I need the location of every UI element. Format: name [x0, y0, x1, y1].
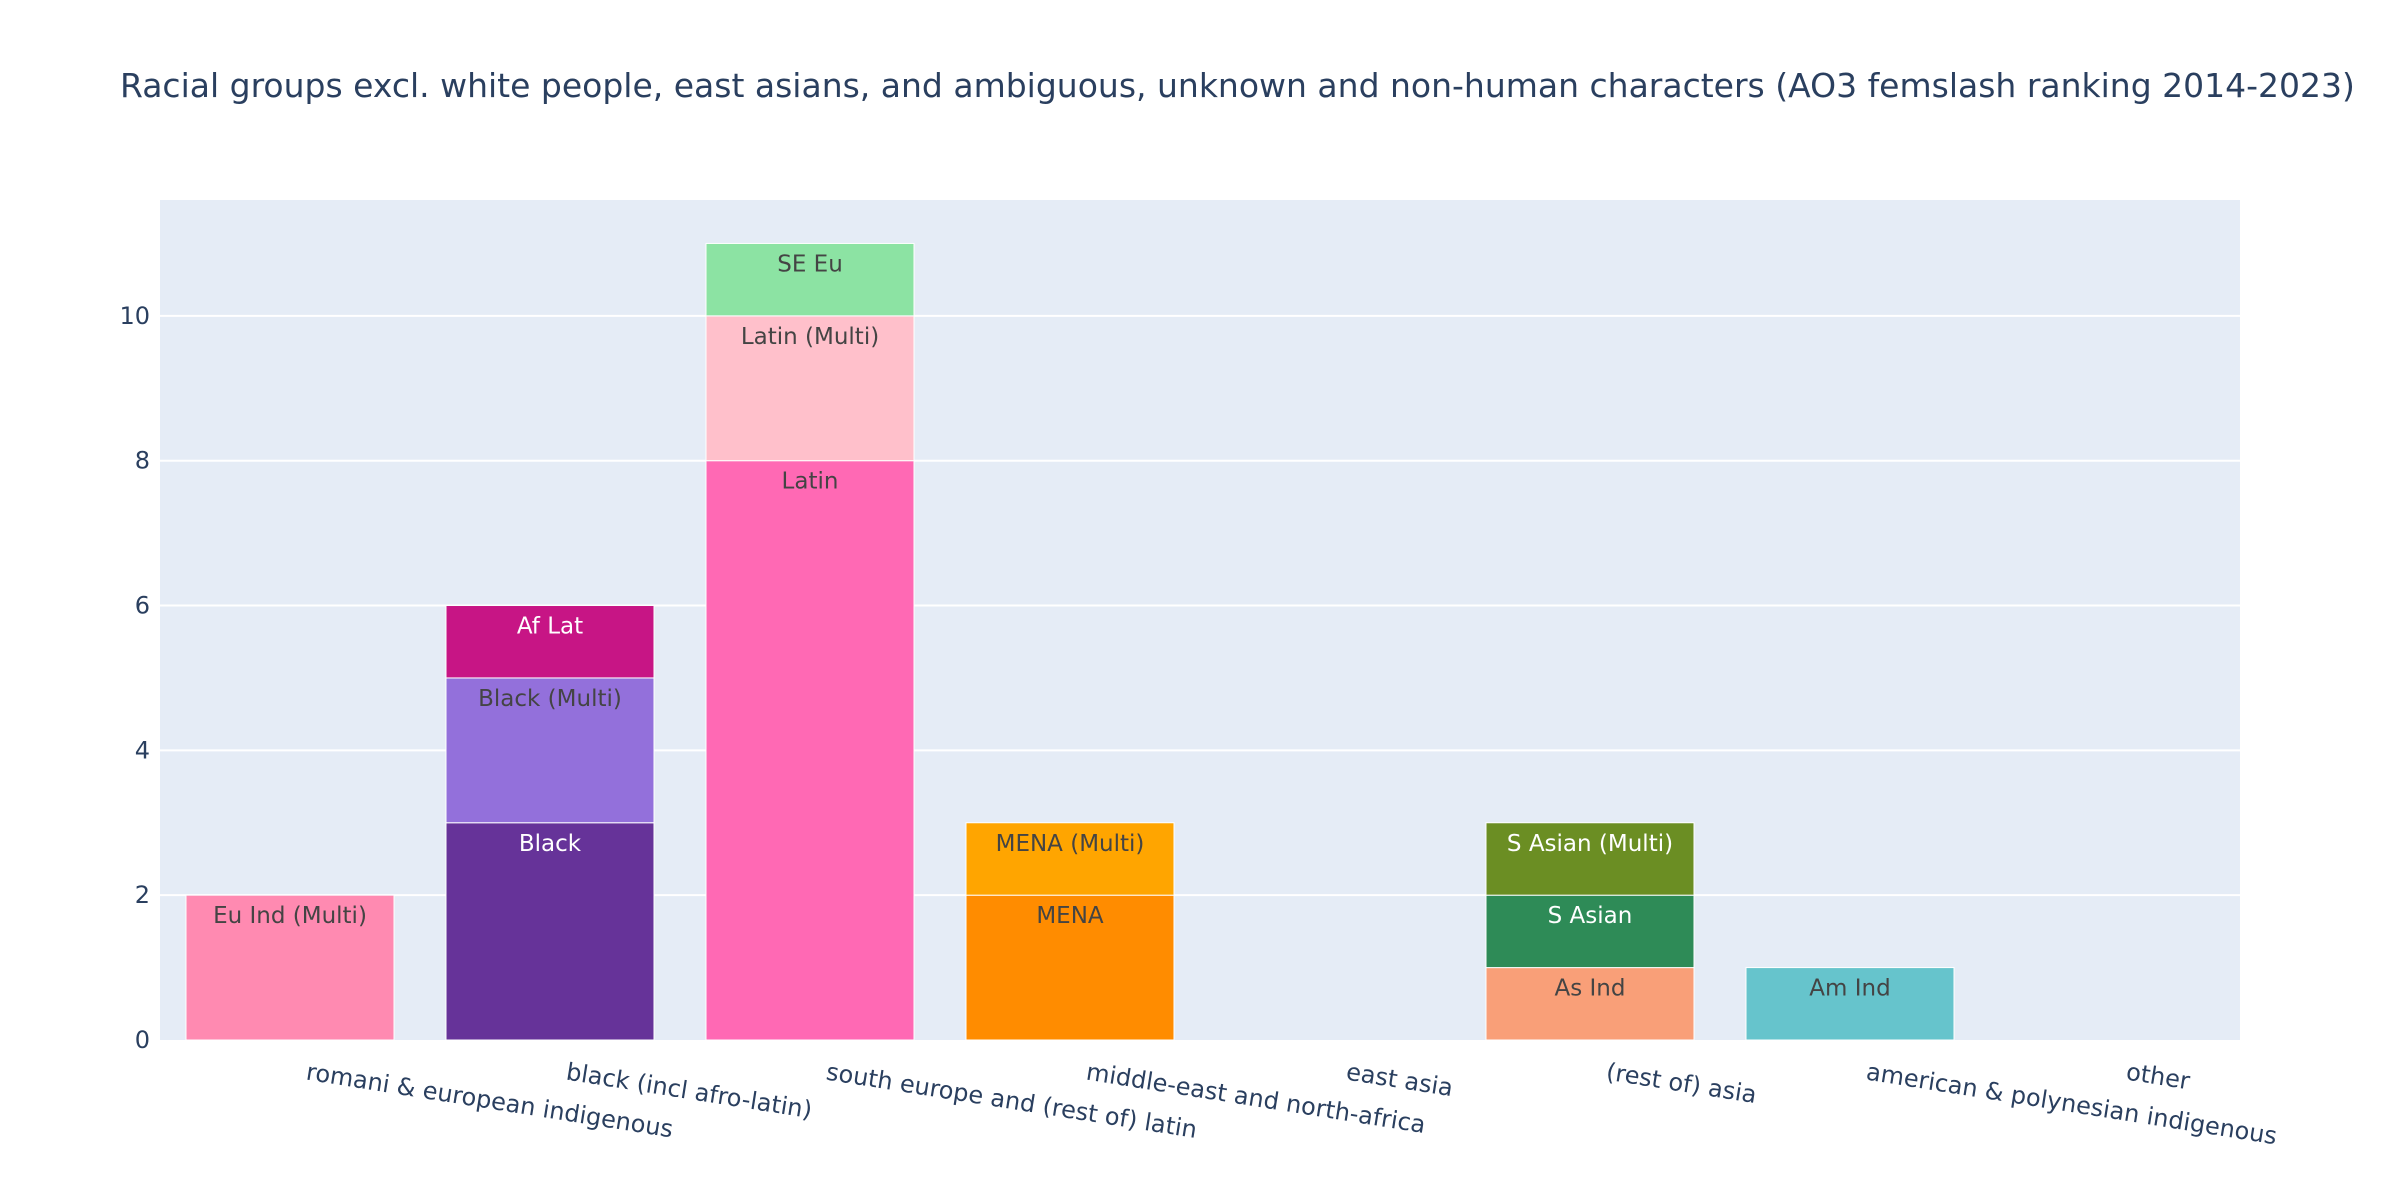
- bar-segment: [445, 677, 655, 824]
- bar-segment-label: S Asian (Multi): [1507, 831, 1673, 857]
- bar-segment-label: SE Eu: [777, 251, 843, 277]
- bar-segments: [185, 242, 1955, 1041]
- y-tick-label: 10: [119, 302, 150, 330]
- y-tick-label: 4: [135, 736, 150, 764]
- bar-segment: [445, 605, 655, 679]
- bar-segment: [1485, 894, 1695, 969]
- bar-segment-label: As Ind: [1555, 976, 1626, 1002]
- bar-segment-label: Eu Ind (Multi): [213, 903, 367, 929]
- y-tick-label: 8: [135, 447, 150, 475]
- y-tick-label: 0: [135, 1026, 150, 1054]
- x-tick-label: east asia: [1344, 1058, 1455, 1102]
- bar-segment: [1745, 967, 1955, 1041]
- y-tick-label: 6: [135, 592, 150, 620]
- bar-segment-label: Af Lat: [517, 614, 583, 640]
- bar-segment: [445, 822, 655, 1041]
- bar-segment: [965, 894, 1175, 1041]
- y-tick-label: 2: [135, 881, 150, 909]
- bar-segment: [705, 315, 915, 462]
- bar-segment-label: Am Ind: [1809, 976, 1890, 1002]
- bar-segment-label: MENA: [1036, 903, 1104, 929]
- bar-segment-label: Latin: [782, 469, 839, 495]
- bar-segment: [705, 460, 915, 1041]
- y-axis-ticks: 0 2 4 6 8 10: [119, 302, 150, 1054]
- bar-segment: [1485, 822, 1695, 896]
- segment-labels: Eu Ind (Multi) Black Black (Multi) Af Lat La…: [213, 251, 1891, 1001]
- bar-segment: [1485, 967, 1695, 1041]
- bar-segment-label: Black (Multi): [478, 686, 622, 712]
- chart-title: Racial groups excl. white people, east a…: [120, 66, 2355, 105]
- x-tick-label: american & polynesian indigenous: [1864, 1058, 2279, 1151]
- bar-segment-label: Black: [519, 831, 582, 857]
- bar-segment-label: MENA (Multi): [996, 831, 1145, 857]
- bar-segment-label: Latin (Multi): [741, 324, 879, 350]
- bar-segment: [185, 894, 395, 1041]
- bar-segment: [705, 242, 915, 317]
- bar-segment-label: S Asian: [1548, 903, 1633, 929]
- x-tick-label: (rest of) asia: [1604, 1058, 1758, 1109]
- bar-segment: [965, 822, 1175, 896]
- x-tick-label: other: [2124, 1058, 2192, 1096]
